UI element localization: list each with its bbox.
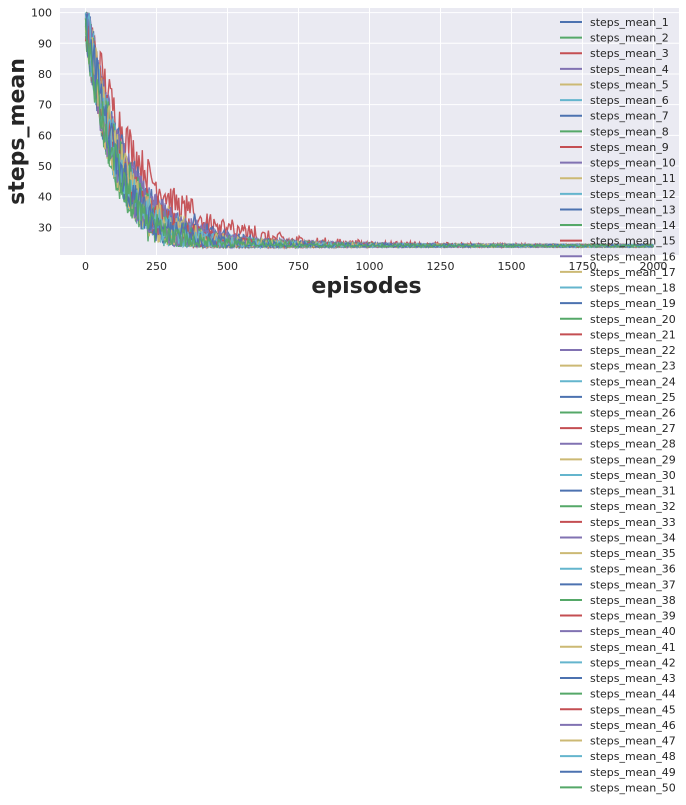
legend-label: steps_mean_9 (590, 141, 669, 154)
legend-label: steps_mean_42 (590, 656, 676, 669)
legend-label: steps_mean_47 (590, 735, 676, 748)
x-axis-title: episodes (311, 274, 421, 299)
legend-label: steps_mean_50 (590, 781, 676, 794)
legend-label: steps_mean_36 (590, 563, 676, 576)
legend-label: steps_mean_24 (590, 375, 676, 388)
legend-label: steps_mean_17 (590, 266, 676, 279)
legend-label: steps_mean_48 (590, 750, 676, 763)
x-tick-label: 1000 (356, 260, 384, 273)
x-tick-label: 250 (146, 260, 167, 273)
legend-label: steps_mean_27 (590, 422, 676, 435)
legend-label: steps_mean_22 (590, 344, 676, 357)
legend-label: steps_mean_1 (590, 16, 669, 29)
x-tick-label: 1500 (497, 260, 525, 273)
legend-label: steps_mean_44 (590, 688, 676, 701)
y-tick-label: 30 (38, 221, 52, 234)
legend-label: steps_mean_7 (590, 110, 669, 123)
x-tick-label: 500 (217, 260, 238, 273)
legend-label: steps_mean_33 (590, 516, 676, 529)
legend-label: steps_mean_23 (590, 360, 676, 373)
y-tick-label: 80 (38, 68, 52, 81)
grid (60, 8, 679, 255)
legend-label: steps_mean_37 (590, 578, 676, 591)
legend-label: steps_mean_40 (590, 625, 676, 638)
legend-label: steps_mean_12 (590, 188, 676, 201)
legend-label: steps_mean_18 (590, 282, 676, 295)
legend-label: steps_mean_31 (590, 485, 676, 498)
legend: steps_mean_1 steps_mean_2 steps_mean_3step… (560, 16, 676, 794)
legend-label: steps_mean_5 (590, 78, 669, 91)
legend-label: steps_mean_20 (590, 313, 676, 326)
legend-label: steps_mean_49 (590, 766, 676, 779)
legend-label: steps_mean_11 (590, 172, 676, 185)
x-tick-label: 2000 (639, 260, 667, 273)
legend-label: steps_mean_19 (590, 297, 676, 310)
y-tick-label: 90 (38, 37, 52, 50)
legend-label: steps_mean_35 (590, 547, 676, 560)
legend-label: steps_mean_15 (590, 235, 676, 248)
y-axis-title: steps_mean (5, 58, 30, 205)
legend-label: steps_mean_16 (590, 250, 676, 263)
legend-label: steps_mean_8 (590, 125, 669, 138)
legend-label: steps_mean_46 (590, 719, 676, 732)
legend-label: steps_mean_26 (590, 407, 676, 420)
legend-label: steps_mean_14 (590, 219, 676, 232)
legend-label: steps_mean_43 (590, 672, 676, 685)
legend-label: steps_mean_39 (590, 610, 676, 623)
legend-label: steps_mean_21 (590, 328, 676, 341)
x-tick-label: 1750 (568, 260, 596, 273)
legend-label: steps_mean_45 (590, 703, 676, 716)
legend-label: steps_mean_41 (590, 641, 676, 654)
legend-label: steps_mean_13 (590, 203, 676, 216)
legend-label: steps_mean_30 (590, 469, 676, 482)
x-tick-label: 0 (82, 260, 89, 273)
legend-label: steps_mean_38 (590, 594, 676, 607)
y-tick-labels: 30 40 50 60 70 80 90 100 (31, 7, 52, 235)
legend-label: steps_mean_4 (590, 63, 669, 76)
y-tick-label: 100 (31, 7, 52, 20)
x-tick-label: 1250 (426, 260, 454, 273)
y-tick-label: 60 (38, 129, 52, 142)
legend-label: steps_mean_28 (590, 438, 676, 451)
y-tick-label: 40 (38, 191, 52, 204)
legend-label: steps_mean_6 (590, 94, 669, 107)
series-lines (84, 11, 655, 250)
legend-label: steps_mean_3 (590, 47, 669, 60)
legend-label: steps_mean_29 (590, 453, 676, 466)
x-tick-labels: 0 250 500 750 1000 1250 1500 1750 2000 (82, 260, 667, 273)
legend-label: steps_mean_25 (590, 391, 676, 404)
legend-label: steps_mean_32 (590, 500, 676, 513)
x-tick-label: 750 (288, 260, 309, 273)
legend-label: steps_mean_10 (590, 157, 676, 170)
y-tick-label: 70 (38, 99, 52, 112)
legend-label: steps_mean_2 (590, 32, 669, 45)
y-tick-label: 50 (38, 160, 52, 173)
series-line-50 (84, 18, 654, 250)
legend-label: steps_mean_34 (590, 531, 676, 544)
